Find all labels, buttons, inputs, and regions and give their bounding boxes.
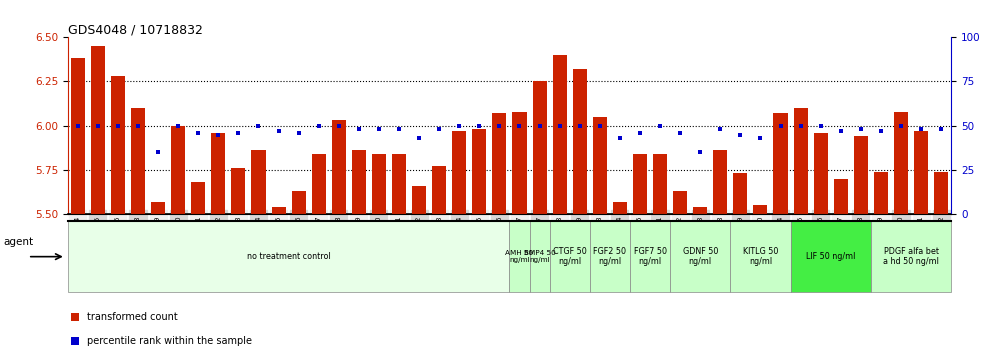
Text: agent: agent xyxy=(3,238,33,247)
Bar xyxy=(111,76,124,214)
Bar xyxy=(332,120,346,214)
Bar xyxy=(372,154,386,214)
Bar xyxy=(251,150,266,214)
Text: FGF7 50
ng/ml: FGF7 50 ng/ml xyxy=(633,247,666,266)
Bar xyxy=(510,221,530,292)
Bar xyxy=(272,207,286,214)
Bar xyxy=(730,221,791,292)
Bar xyxy=(392,154,406,214)
Text: GDNF 50
ng/ml: GDNF 50 ng/ml xyxy=(682,247,718,266)
Bar xyxy=(733,173,747,214)
Bar xyxy=(794,108,808,214)
Bar xyxy=(231,168,245,214)
Bar xyxy=(673,191,687,214)
Bar xyxy=(873,172,887,214)
Bar xyxy=(573,69,587,214)
Bar xyxy=(533,81,547,214)
Bar xyxy=(412,186,426,214)
Bar xyxy=(632,154,647,214)
Bar xyxy=(914,131,928,214)
Text: PDGF alfa bet
a hd 50 ng/ml: PDGF alfa bet a hd 50 ng/ml xyxy=(883,247,939,266)
Bar xyxy=(934,172,948,214)
Bar xyxy=(513,112,527,214)
Bar xyxy=(550,221,590,292)
Bar xyxy=(613,202,626,214)
Bar xyxy=(492,113,506,214)
Bar xyxy=(774,113,788,214)
Bar xyxy=(191,182,205,214)
Bar xyxy=(629,221,670,292)
Text: transformed count: transformed count xyxy=(87,312,177,322)
Bar xyxy=(854,136,868,214)
Text: LIF 50 ng/ml: LIF 50 ng/ml xyxy=(806,252,856,261)
Bar xyxy=(871,221,951,292)
Bar xyxy=(593,117,607,214)
Bar xyxy=(151,202,165,214)
Text: GDS4048 / 10718832: GDS4048 / 10718832 xyxy=(68,23,202,36)
Bar xyxy=(653,154,667,214)
Bar xyxy=(894,112,908,214)
Text: AMH 50
ng/ml: AMH 50 ng/ml xyxy=(505,250,534,263)
Bar xyxy=(693,207,707,214)
Bar xyxy=(171,126,185,214)
Bar xyxy=(452,131,466,214)
Bar xyxy=(432,166,446,214)
Bar xyxy=(814,133,828,214)
Text: no treatment control: no treatment control xyxy=(247,252,331,261)
Bar xyxy=(590,221,629,292)
Text: BMP4 50
ng/ml: BMP4 50 ng/ml xyxy=(524,250,556,263)
Bar xyxy=(312,154,326,214)
Bar xyxy=(292,191,306,214)
Bar xyxy=(472,129,486,214)
Bar xyxy=(670,221,730,292)
Bar xyxy=(834,179,848,214)
Bar xyxy=(131,108,145,214)
Bar xyxy=(530,221,550,292)
Bar xyxy=(68,221,510,292)
Bar xyxy=(553,55,567,214)
Text: percentile rank within the sample: percentile rank within the sample xyxy=(87,336,252,346)
Bar xyxy=(211,133,225,214)
Text: KITLG 50
ng/ml: KITLG 50 ng/ml xyxy=(743,247,778,266)
Text: FGF2 50
ng/ml: FGF2 50 ng/ml xyxy=(594,247,626,266)
Bar xyxy=(71,58,85,214)
Bar xyxy=(713,150,727,214)
Bar xyxy=(753,205,768,214)
Bar xyxy=(791,221,871,292)
Text: CTGF 50
ng/ml: CTGF 50 ng/ml xyxy=(553,247,587,266)
Bar xyxy=(91,46,105,214)
Bar xyxy=(352,150,366,214)
